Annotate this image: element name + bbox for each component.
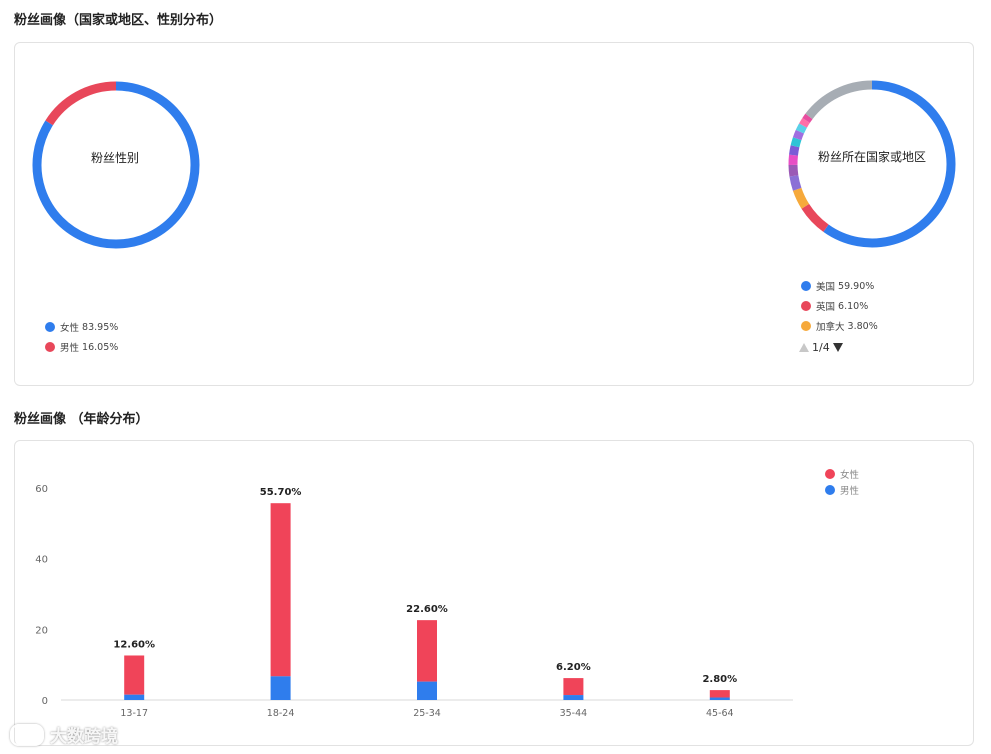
bar-male[interactable] — [417, 681, 437, 700]
donut-slice[interactable] — [823, 80, 956, 248]
donut-slice[interactable] — [801, 203, 829, 232]
x-tick-label: 25-34 — [413, 708, 441, 719]
legend-label: 英国 — [816, 302, 836, 313]
legend-value: 6.10% — [838, 300, 869, 312]
bar-male[interactable] — [124, 694, 145, 700]
donut-slice[interactable] — [790, 137, 802, 148]
legend-label: 加拿大 — [816, 322, 845, 333]
bar-total-label: 12.60% — [113, 639, 155, 650]
donut-slice[interactable] — [795, 123, 807, 134]
age-bar-chart: 0 20 40 60 12.60% 13-17 55.70% 18-24 22.60% 25-34… — [35, 469, 860, 719]
bar-total-label: 22.60% — [406, 604, 448, 615]
gender-legend-male[interactable]: 男性 16.05% — [45, 340, 118, 354]
donut-slice[interactable] — [788, 164, 799, 177]
legend-dot-icon — [801, 301, 811, 311]
y-tick-label: 40 — [35, 555, 48, 566]
bar-female[interactable] — [563, 678, 584, 696]
pager-label: 1/4 — [812, 341, 830, 354]
country-legend-pager: 1/4 — [799, 341, 843, 354]
gender-donut — [32, 81, 200, 249]
bar-male[interactable] — [270, 676, 291, 700]
bar-female[interactable] — [417, 620, 437, 682]
legend-label[interactable]: 女性 — [840, 469, 860, 481]
gender-legend-female[interactable]: 女性 83.95% — [45, 320, 118, 334]
legend-value: 3.80% — [847, 320, 878, 332]
pager-next-icon[interactable] — [832, 343, 843, 352]
bar-female[interactable] — [124, 655, 145, 695]
legend-dot-icon — [825, 469, 835, 479]
country-donut — [788, 80, 956, 248]
donut-slice[interactable] — [792, 187, 810, 209]
donut-slice[interactable] — [788, 154, 798, 166]
bar-total-label: 2.80% — [702, 674, 737, 685]
country-legend-uk[interactable]: 英国 6.10% — [801, 299, 868, 313]
bar-female[interactable] — [270, 503, 291, 677]
legend-label: 女性 — [60, 323, 80, 334]
x-tick-label: 18-24 — [267, 708, 295, 719]
section-title-region-gender: 粉丝画像（国家或地区、性别分布） — [14, 13, 223, 28]
legend-value: 83.95% — [82, 321, 119, 333]
country-donut-center-label: 粉丝所在国家或地区 — [817, 150, 926, 164]
legend-value: 16.05% — [82, 341, 119, 353]
pager-prev-icon[interactable] — [799, 343, 809, 352]
x-tick-label: 45-64 — [706, 708, 734, 719]
legend-dot-icon — [45, 322, 55, 332]
bar-total-label: 55.70% — [260, 487, 302, 498]
legend-value: 59.90% — [838, 280, 875, 292]
bar-male[interactable] — [563, 695, 584, 700]
legend-label: 男性 — [60, 343, 80, 354]
donut-slice[interactable] — [799, 117, 810, 128]
donut-slice[interactable] — [805, 80, 873, 120]
legend-dot-icon — [45, 342, 55, 352]
donut-slice[interactable] — [32, 81, 200, 249]
y-tick-label: 60 — [35, 484, 48, 495]
donut-slice[interactable] — [789, 175, 802, 191]
country-legend-canada[interactable]: 加拿大 3.80% — [801, 319, 878, 333]
card-age: 0 20 40 60 12.60% 13-17 55.70% 18-24 22.60% 25-34… — [14, 440, 974, 746]
gender-donut-center-label: 粉丝性别 — [90, 151, 139, 165]
watermark-logo-icon — [10, 723, 44, 746]
y-tick-label: 20 — [35, 625, 48, 636]
watermark-text: 大数跨境 — [50, 727, 118, 747]
watermark: 大数跨境 — [10, 722, 118, 747]
bar-total-label: 6.20% — [556, 662, 591, 673]
donut-slice[interactable] — [802, 113, 813, 123]
x-tick-label: 13-17 — [120, 708, 148, 719]
bar-male[interactable] — [709, 697, 730, 700]
legend-dot-icon — [801, 281, 811, 291]
x-tick-label: 35-44 — [560, 708, 588, 719]
donut-slice[interactable] — [789, 145, 800, 156]
section-title-age: 粉丝画像 （年龄分布） — [14, 412, 149, 427]
legend-label: 美国 — [816, 282, 836, 293]
y-tick-label: 0 — [42, 696, 48, 707]
donut-slice[interactable] — [792, 129, 805, 141]
legend-label[interactable]: 男性 — [840, 485, 860, 497]
bar-female[interactable] — [709, 690, 730, 698]
legend-dot-icon — [825, 485, 835, 495]
country-legend-us[interactable]: 美国 59.90% — [801, 279, 874, 293]
donut-slice[interactable] — [45, 81, 117, 126]
card-region-gender: 粉丝性别 女性 83.95% 男性 16.05% 粉丝所在国家或地区 美国 59… — [14, 42, 974, 386]
legend-dot-icon — [801, 321, 811, 331]
